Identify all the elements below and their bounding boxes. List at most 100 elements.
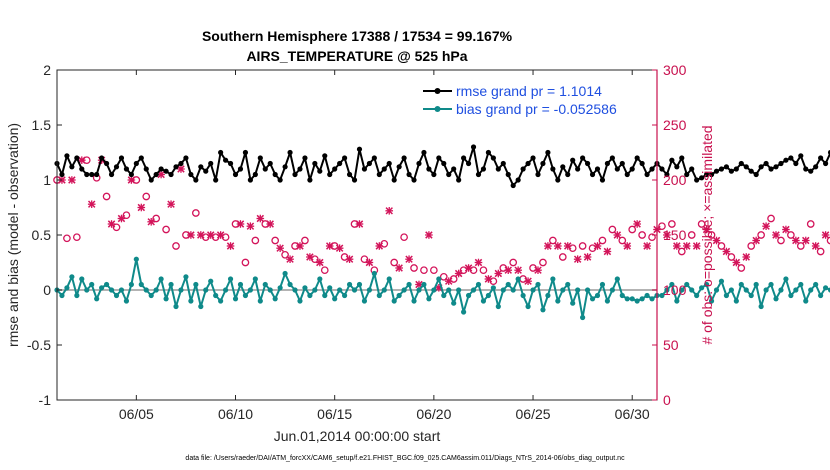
- rmse-point: [659, 166, 665, 172]
- bias-point: [540, 307, 546, 313]
- bias-point: [89, 281, 95, 288]
- bias-point: [351, 287, 358, 293]
- obs-assimilated-marker: [593, 242, 602, 250]
- bias-point: [188, 298, 194, 304]
- bias-point: [500, 287, 506, 293]
- y-axis-left: -1 -0.5 0 0.5 1 1.5 2: [27, 62, 62, 408]
- bias-point: [644, 292, 650, 299]
- obs-possible-marker: [558, 253, 567, 261]
- obs-assimilated-marker: [692, 242, 701, 250]
- rmse-point: [406, 171, 412, 178]
- rmse-point: [287, 149, 293, 156]
- bias-point: [803, 298, 809, 304]
- rmse-point: [94, 171, 100, 178]
- rmse-point: [703, 171, 710, 178]
- bias-point: [599, 281, 606, 288]
- rmse-point: [803, 166, 809, 172]
- bias-point: [74, 292, 80, 299]
- obs-possible-marker: [152, 214, 161, 223]
- bias-point: [361, 298, 368, 304]
- rmse-point: [664, 171, 670, 178]
- obs-possible-marker: [509, 258, 518, 267]
- rmse-point: [396, 164, 402, 170]
- obs-possible-marker: [380, 239, 389, 248]
- obs-assimilated-marker: [811, 242, 820, 250]
- bias-point: [728, 287, 734, 293]
- bias-point: [510, 287, 516, 293]
- y-tick-label-left: -1: [39, 392, 52, 408]
- bias-point: [515, 276, 521, 282]
- rmse-point: [327, 171, 333, 178]
- bias-point: [535, 281, 541, 288]
- bias-point: [168, 281, 174, 288]
- obs-assimilated-marker: [167, 200, 175, 208]
- rmse-point: [500, 160, 506, 167]
- rmse-point: [381, 166, 387, 172]
- obs-possible-marker: [598, 236, 607, 245]
- rmse-point: [198, 164, 204, 170]
- bias-point: [748, 292, 754, 299]
- bias-point: [733, 298, 739, 304]
- bias-point: [113, 292, 120, 299]
- obs-assimilated-marker: [663, 231, 671, 239]
- obs-assimilated-marker: [752, 236, 760, 245]
- bias-point: [520, 292, 526, 299]
- rmse-point: [550, 166, 556, 172]
- bias-point: [342, 292, 348, 299]
- rmse-point: [376, 171, 382, 178]
- obs-assimilated-marker: [762, 222, 770, 230]
- rmse-point: [738, 160, 744, 167]
- bias-point: [421, 281, 427, 288]
- rmse-point: [545, 149, 551, 156]
- obs-possible-marker: [112, 223, 121, 232]
- bias-point: [555, 298, 561, 304]
- obs-assimilated-marker: [722, 247, 731, 256]
- obs-assimilated-marker: [623, 242, 632, 250]
- bias-point: [699, 285, 705, 291]
- y-tick-label-right: 300: [663, 62, 687, 78]
- rmse-point: [133, 160, 139, 167]
- obs-assimilated-marker: [395, 264, 403, 272]
- obs-assimilated-marker: [583, 253, 592, 261]
- obs-assimilated-marker: [345, 255, 354, 263]
- rmse-point: [490, 155, 496, 161]
- rmse-point: [684, 171, 690, 178]
- rmse-point: [173, 164, 179, 170]
- bias-point: [768, 281, 774, 288]
- rmse-point: [723, 164, 730, 170]
- obs-possible-marker: [320, 266, 329, 275]
- rmse-point: [763, 160, 769, 167]
- obs-assimilated-marker: [187, 231, 195, 239]
- rmse-point: [411, 177, 417, 183]
- rmse-point: [465, 160, 472, 167]
- obs-possible-marker: [648, 233, 656, 242]
- rmse-point: [818, 155, 824, 161]
- bias-point: [297, 298, 303, 304]
- bias-point: [242, 292, 249, 299]
- rmse-point: [277, 177, 283, 183]
- rmse-point: [401, 155, 407, 161]
- rmse-point: [267, 160, 273, 167]
- bias-point: [108, 287, 115, 293]
- bias-point: [619, 292, 625, 299]
- rmse-point: [292, 171, 298, 178]
- rmse-point: [272, 171, 278, 178]
- bias-point: [118, 287, 125, 293]
- bias-point: [604, 298, 611, 304]
- rmse-point: [103, 160, 110, 167]
- obs-possible-marker: [162, 225, 170, 234]
- rmse-point: [332, 166, 338, 172]
- rmse-point: [728, 168, 734, 174]
- bias-point: [753, 281, 759, 288]
- obs-assimilated-marker: [613, 231, 622, 239]
- rmse-point: [639, 160, 645, 167]
- rmse-point: [371, 155, 377, 161]
- bias-point: [391, 298, 397, 304]
- rmse-point: [446, 171, 452, 178]
- obs-possible-marker: [767, 214, 775, 223]
- obs-possible-marker: [479, 266, 488, 275]
- legend-bias-marker: [434, 106, 441, 112]
- bias-point: [580, 314, 586, 321]
- bias-point: [143, 287, 149, 293]
